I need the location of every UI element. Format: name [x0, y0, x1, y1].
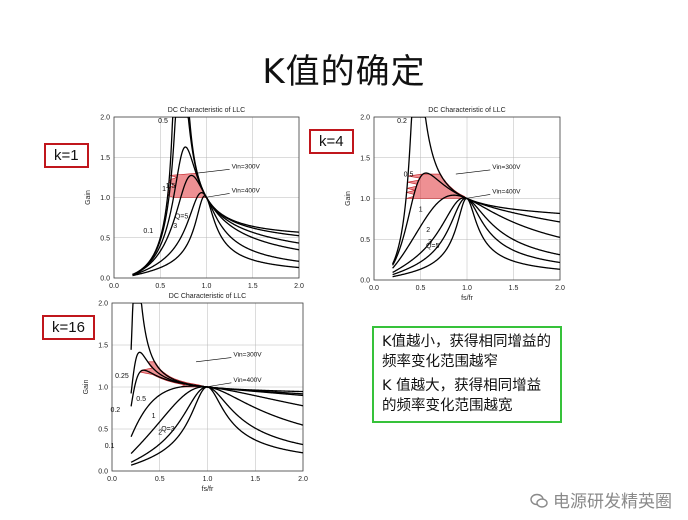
- annotation-label: Vin=400V: [233, 377, 262, 384]
- q-label: Q=5: [426, 243, 440, 250]
- y-axis-label: Gain: [345, 191, 352, 206]
- q-label: 2: [426, 227, 430, 234]
- y-tick-label: 0.5: [100, 235, 110, 242]
- x-tick-label: 1.0: [202, 283, 212, 290]
- conclusion-box: K值越小，获得相同增益的频率变化范围越窄 K 值越大，获得相同增益的频率变化范围…: [372, 326, 562, 423]
- gain-curve: [133, 193, 300, 275]
- annotation-line: [196, 358, 231, 362]
- annotation-line: [205, 193, 230, 197]
- chart-title: DC Characteristic of LLC: [169, 293, 246, 300]
- chart-k16: DC Characteristic of LLC 0.0 0.5 1.0 1.5 2.0 0…: [80, 292, 312, 504]
- annotation-label: Vin=300V: [492, 164, 521, 171]
- x-axis-label: fs/fr: [461, 295, 473, 302]
- q-label: Q=3: [161, 426, 175, 433]
- q-label: 0.1: [143, 228, 153, 235]
- y-tick-label: 2.0: [360, 115, 370, 122]
- q-label: 1: [419, 207, 423, 214]
- annotation-line: [195, 169, 229, 173]
- gain-curve: [131, 303, 303, 392]
- y-tick-label: 1.5: [100, 155, 110, 162]
- annotation-line: [465, 194, 490, 198]
- x-tick-label: 0.5: [155, 283, 165, 290]
- annotation-line: [456, 170, 490, 174]
- y-tick-label: 2.0: [100, 115, 110, 122]
- q-label: Q=5: [175, 213, 189, 220]
- watermark-text: 电源研发精英圈: [553, 492, 672, 512]
- chart-title: DC Characteristic of LLC: [168, 107, 245, 114]
- x-tick-label: 1.0: [462, 285, 472, 292]
- y-tick-label: 0.0: [98, 469, 108, 476]
- annotation-line: [206, 383, 232, 387]
- watermark: 电源研发精英圈: [530, 487, 672, 512]
- x-tick-label: 0.5: [155, 476, 165, 483]
- annotation-label: Vin=300V: [233, 352, 262, 359]
- note-small-k: K值越小，获得相同增益的频率变化范围越窄: [382, 332, 552, 372]
- q-label: 0.2: [110, 407, 120, 414]
- x-tick-label: 0.0: [107, 476, 117, 483]
- x-tick-label: 0.0: [109, 283, 119, 290]
- y-axis-label: Gain: [83, 380, 90, 395]
- x-tick-label: 1.5: [509, 285, 519, 292]
- y-tick-label: 0.5: [360, 237, 370, 244]
- y-tick-label: 0.0: [360, 278, 370, 285]
- x-tick-label: 1.5: [250, 476, 260, 483]
- y-tick-label: 1.5: [360, 155, 370, 162]
- q-label: 3: [173, 223, 177, 230]
- gain-curve: [393, 198, 560, 273]
- y-tick-label: 1.0: [360, 196, 370, 203]
- x-axis-label: fs/fr: [202, 486, 214, 493]
- x-tick-label: 1.0: [203, 476, 213, 483]
- annotation-label: Vin=300V: [232, 163, 261, 170]
- x-tick-label: 2.0: [555, 285, 565, 292]
- x-tick-label: 1.5: [248, 283, 258, 290]
- q-label: 0.2: [397, 118, 407, 125]
- wechat-icon: [530, 493, 548, 509]
- note-large-k: K 值越大，获得相同增益的频率变化范围越宽: [382, 376, 552, 416]
- chart-k1: DC Characteristic of LLC 0.0 0.5 1.0 1.5 2.0 0…: [80, 100, 310, 300]
- annotation-label: Vin=400V: [492, 188, 521, 195]
- q-label: 0.1: [105, 443, 115, 450]
- annotation-label: Vin=400V: [232, 187, 261, 194]
- y-tick-label: 2.0: [98, 301, 108, 308]
- q-label: 0.5: [158, 118, 168, 125]
- q-label: 0.5: [136, 396, 146, 403]
- y-tick-label: 1.0: [98, 385, 108, 392]
- y-tick-label: 0.0: [100, 276, 110, 283]
- chart-k4: DC Characteristic of LLC 0.0 0.5 1.0 1.5 2.0 0…: [340, 98, 570, 308]
- x-tick-label: 0.5: [416, 285, 426, 292]
- q-label: 1: [152, 413, 156, 420]
- q-label: 0.5: [404, 172, 414, 179]
- y-axis-label: Gain: [85, 190, 92, 205]
- q-label: 1.5: [166, 183, 176, 190]
- y-tick-label: 1.0: [100, 195, 110, 202]
- gain-curve: [393, 198, 560, 274]
- gain-curve: [393, 198, 560, 276]
- x-tick-label: 2.0: [298, 476, 308, 483]
- y-tick-label: 0.5: [98, 427, 108, 434]
- x-tick-label: 0.0: [369, 285, 379, 292]
- slide-title: K值的确定: [0, 44, 688, 93]
- x-tick-label: 2.0: [294, 283, 304, 290]
- chart-title: DC Characteristic of LLC: [428, 107, 505, 114]
- y-tick-label: 1.5: [98, 343, 108, 350]
- q-label: 0.25: [115, 373, 129, 380]
